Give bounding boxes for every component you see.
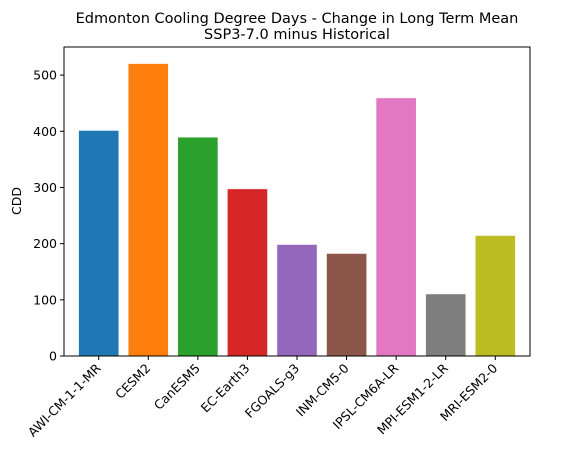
y-tick-label: 100 bbox=[33, 292, 57, 307]
y-tick-label: 200 bbox=[33, 236, 57, 251]
bar-mri-esm2-0 bbox=[475, 235, 516, 356]
bar-cesm2 bbox=[128, 63, 169, 356]
y-axis: 0 100 200 300 400 500 bbox=[33, 68, 64, 364]
bar-inm-cm5-0 bbox=[326, 253, 367, 356]
plot-frame bbox=[63, 46, 531, 357]
chart-subtitle: SSP3-7.0 minus Historical bbox=[204, 27, 390, 43]
x-axis: AWI-CM-1-1-MR CESM2CanESM5EC-Earth3FGOALS… bbox=[25, 356, 500, 440]
y-tick-label: 400 bbox=[33, 124, 57, 139]
x-tick-label: AWI-CM-1-1-MR bbox=[25, 360, 104, 439]
y-tick-label: 300 bbox=[33, 180, 57, 195]
y-tick-label: 0 bbox=[49, 349, 57, 364]
chart-title: Edmonton Cooling Degree Days - Change in… bbox=[76, 11, 519, 27]
x-tick-label: CanESM5 bbox=[151, 361, 203, 413]
y-axis-label: CDD bbox=[9, 187, 24, 215]
bar-ec-earth3 bbox=[227, 189, 268, 356]
bar-awi-cm-1-1-mr bbox=[78, 130, 119, 356]
bar-canesm5 bbox=[178, 137, 218, 356]
bar-ipsl-cm6a-lr bbox=[376, 98, 416, 356]
bars-group bbox=[78, 63, 516, 356]
bar-fgoals-g3 bbox=[277, 244, 317, 356]
x-tick-label: CESM2 bbox=[112, 361, 153, 402]
bar-mpi-esm1-2-lr bbox=[425, 294, 466, 356]
y-tick-label: 500 bbox=[33, 68, 57, 83]
